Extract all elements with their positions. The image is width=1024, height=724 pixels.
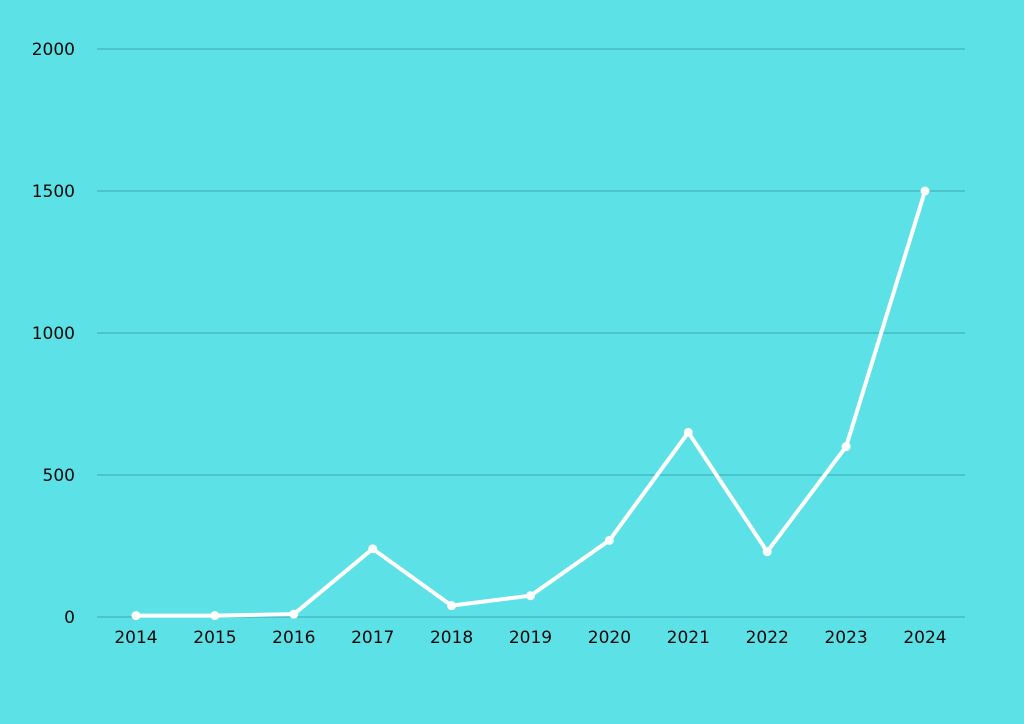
data-point-2021 [683, 427, 693, 437]
x-tick-label: 2024 [903, 628, 946, 648]
data-point-2017 [368, 544, 378, 554]
data-point-2016 [289, 609, 299, 619]
x-tick-label: 2021 [667, 628, 710, 648]
y-tick-label: 500 [43, 466, 75, 486]
grid-lines [97, 48, 965, 618]
y-tick-label: 1000 [32, 324, 75, 344]
x-tick-label: 2022 [746, 628, 789, 648]
x-tick-label: 2023 [824, 628, 867, 648]
data-point-2015 [210, 611, 220, 621]
data-point-2018 [447, 601, 457, 611]
data-point-2022 [762, 547, 772, 557]
x-tick-label: 2014 [114, 628, 157, 648]
data-point-2014 [131, 611, 141, 621]
series-layer [131, 186, 930, 621]
y-tick-label: 2000 [32, 40, 75, 60]
x-tick-label: 2015 [193, 628, 236, 648]
data-point-2023 [841, 442, 851, 452]
x-axis-ticks: 2014 2015 2016 2017 2018 2019 2020 2021 2022 2023… [114, 628, 946, 648]
data-point-2024 [920, 186, 930, 196]
x-tick-label: 2020 [588, 628, 631, 648]
y-axis-ticks: 0 500 1000 1500 2000 [32, 40, 75, 628]
x-tick-label: 2019 [509, 628, 552, 648]
data-point-2020 [604, 535, 614, 545]
data-point-2019 [526, 591, 535, 601]
x-tick-label: 2018 [430, 628, 473, 648]
series-line [134, 189, 927, 618]
y-tick-label: 0 [64, 608, 75, 628]
x-tick-label: 2016 [272, 628, 315, 648]
x-tick-label: 2017 [351, 628, 394, 648]
y-tick-label: 1500 [32, 182, 75, 202]
